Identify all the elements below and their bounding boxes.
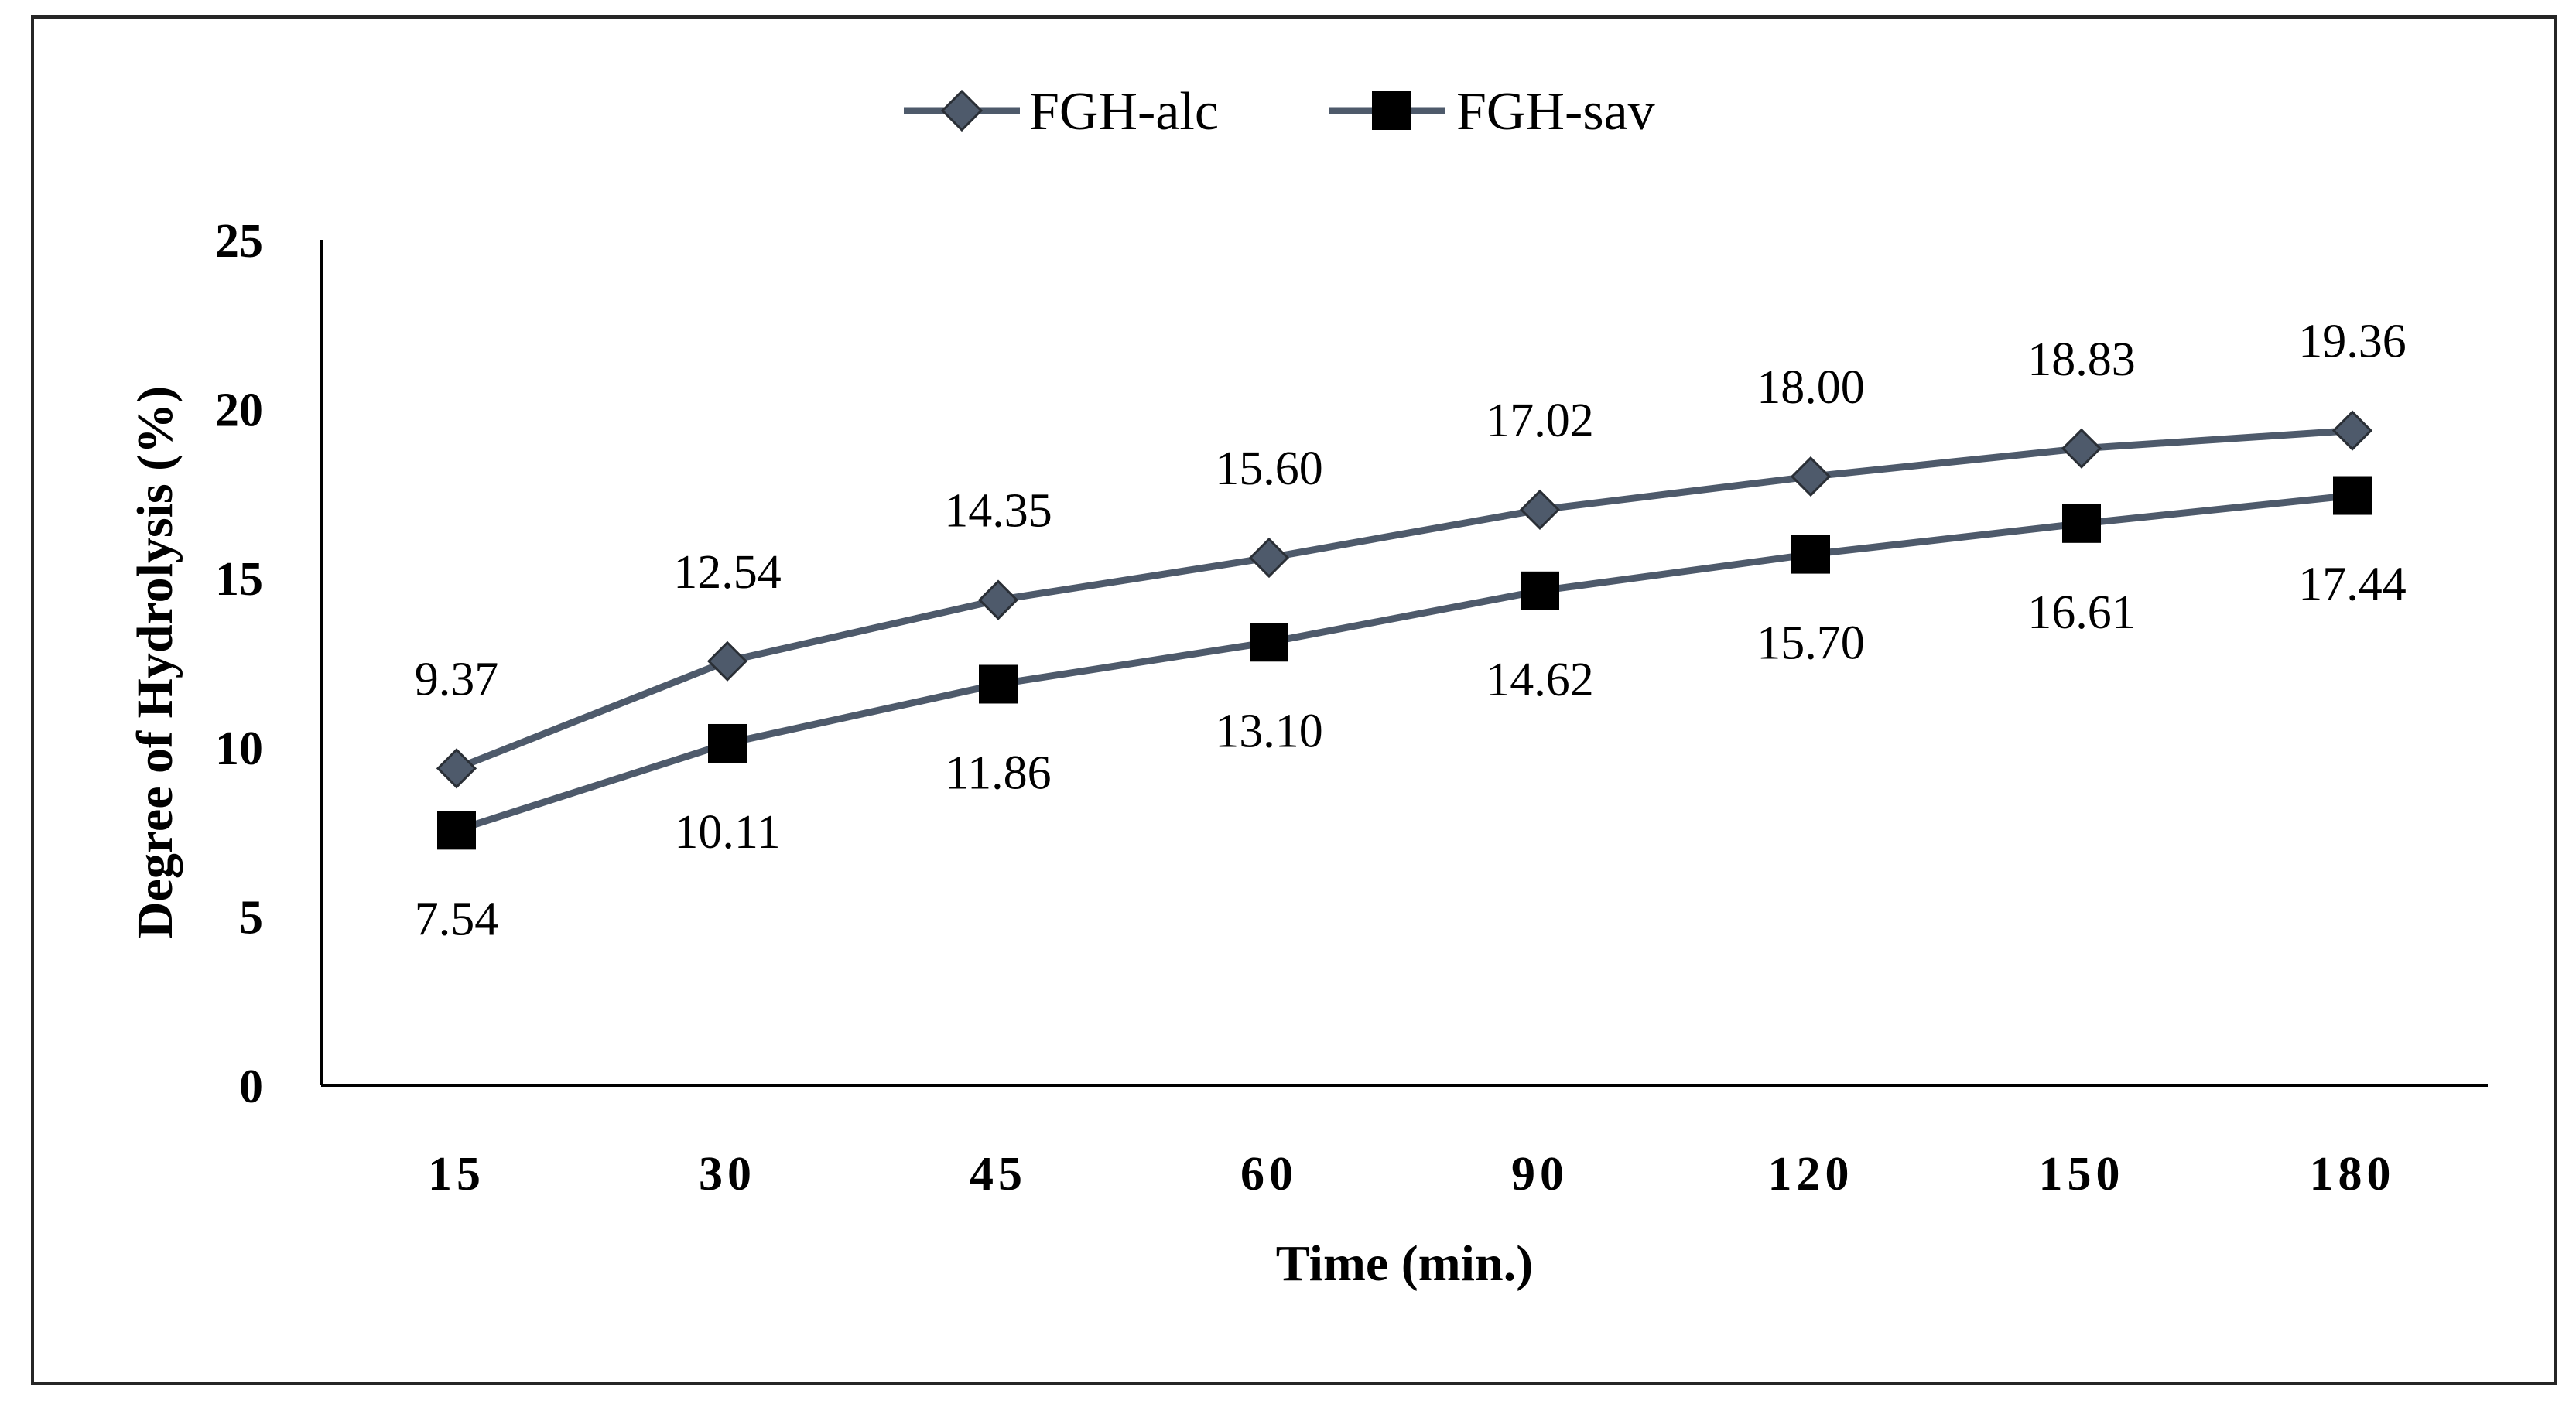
y-tick-labels: 0 5 10 15 20 25: [215, 215, 263, 1113]
data-point-fgh-alc: [1790, 456, 1832, 497]
x-axis-title: Time (min.): [1276, 1235, 1533, 1292]
data-label-fgh-sav: 7.54: [415, 893, 499, 945]
data-label-fgh-alc: 19.36: [2298, 316, 2407, 368]
data-point-fgh-sav: [1250, 623, 1288, 662]
y-tick-label: 15: [215, 553, 263, 606]
data-point-fgh-alc: [2061, 428, 2102, 469]
x-tick-label: 120: [1768, 1148, 1854, 1201]
data-label-fgh-sav: 16.61: [2027, 586, 2136, 639]
data-labels: 9.37 12.54 14.35 15.60 17.02 18.00 18.83 19.36 7…: [415, 316, 2407, 946]
data-point-fgh-sav: [708, 723, 747, 763]
data-point-fgh-alc: [1519, 489, 1561, 531]
y-tick-label: 20: [215, 384, 263, 437]
series-line-fgh-sav: [455, 492, 2353, 834]
y-tick-label: 10: [215, 722, 263, 775]
data-point-fgh-sav: [1791, 535, 1830, 574]
legend-marker-square-icon: [1372, 91, 1411, 130]
data-point-fgh-sav: [437, 811, 476, 850]
data-point-fgh-alc: [2331, 410, 2373, 451]
data-label-fgh-sav: 11.86: [945, 746, 1051, 799]
data-point-fgh-sav: [2333, 476, 2372, 515]
data-point-fgh-alc: [706, 641, 748, 682]
data-label-fgh-alc: 18.83: [2027, 333, 2136, 386]
data-label-fgh-sav: 10.11: [674, 806, 780, 859]
data-label-fgh-alc: 17.02: [1486, 395, 1594, 447]
legend-marker-diamond-icon: [940, 89, 984, 132]
data-point-fgh-alc: [977, 579, 1019, 620]
data-label-fgh-alc: 9.37: [415, 653, 499, 705]
x-tick-label: 180: [2310, 1148, 2396, 1201]
y-tick-label: 25: [215, 215, 263, 268]
axes: [320, 240, 2488, 1087]
x-tick-label: 45: [970, 1148, 1027, 1201]
x-tick-label: 90: [1511, 1148, 1569, 1201]
data-label-fgh-sav: 13.10: [1215, 705, 1323, 757]
data-point-fgh-sav: [1521, 571, 1559, 610]
data-label-fgh-alc: 18.00: [1757, 361, 1865, 414]
y-tick-label: 5: [239, 891, 263, 944]
data-point-fgh-alc: [1248, 537, 1290, 579]
series: [436, 410, 2373, 850]
data-label-fgh-alc: 14.35: [944, 485, 1052, 538]
legend-item-fgh-sav: FGH-sav: [1329, 82, 1655, 142]
chart-border: [31, 15, 2557, 1385]
series-line-fgh-alc: [455, 427, 2353, 772]
data-label-fgh-sav: 17.44: [2298, 559, 2407, 611]
data-point-fgh-sav: [2062, 504, 2101, 543]
data-point-fgh-sav: [979, 664, 1018, 704]
x-tick-label: 30: [699, 1148, 756, 1201]
x-tick-label: 150: [2039, 1148, 2125, 1201]
legend-label-fgh-sav: FGH-sav: [1456, 82, 1655, 142]
y-axis-title: Degree of Hydrolysis (%): [127, 386, 183, 938]
data-label-fgh-sav: 14.62: [1486, 654, 1594, 706]
x-tick-label: 60: [1240, 1148, 1298, 1201]
legend-item-fgh-alc: FGH-alc: [904, 82, 1219, 142]
x-tick-labels: 15 30 45 60 90 120 150 180: [428, 1148, 2396, 1201]
y-tick-label: 0: [239, 1061, 263, 1113]
data-label-fgh-alc: 12.54: [673, 546, 782, 599]
legend: FGH-alc FGH-sav: [904, 82, 1655, 142]
data-label-fgh-sav: 15.70: [1757, 617, 1865, 670]
x-tick-label: 15: [428, 1148, 485, 1201]
data-label-fgh-alc: 15.60: [1215, 442, 1323, 495]
data-point-fgh-alc: [436, 748, 477, 789]
legend-label-fgh-alc: FGH-alc: [1029, 82, 1219, 142]
